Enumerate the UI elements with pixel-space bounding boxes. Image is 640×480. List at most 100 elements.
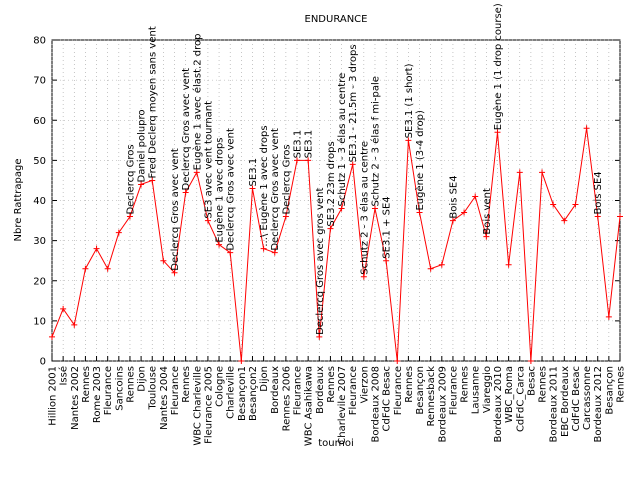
x-tick-label: CdFdC_Carca — [515, 366, 526, 432]
data-point — [160, 257, 167, 264]
data-point — [516, 169, 523, 176]
data-point — [71, 321, 78, 328]
annotation: Eugène 1 (3-4 drop) — [414, 110, 426, 210]
data-point — [572, 201, 579, 208]
annotation: Eugène 1 avec élast.2 drop — [191, 34, 203, 171]
x-tick-label: Bordeaux 2009 — [437, 366, 448, 442]
x-tick-label: Vierzon — [359, 366, 370, 403]
data-point — [282, 213, 289, 220]
annotation: SE3.1 + SE4 — [382, 196, 393, 258]
y-tick-label: 50 — [33, 156, 46, 167]
annotation: Schutz 2 - 3 élas f mi-pale — [369, 76, 381, 206]
data-point — [349, 161, 356, 168]
annotation: Bois SE4 — [593, 171, 604, 214]
data-point — [93, 245, 100, 252]
annotation: Fred Declerq moyen sans vent — [148, 26, 159, 178]
data-point — [461, 209, 468, 216]
annotation: Declercq Gros — [281, 144, 292, 214]
annotation: SE3.1 — [293, 130, 304, 159]
data-point — [126, 213, 133, 220]
data-point — [338, 205, 345, 212]
data-point — [182, 189, 189, 196]
data-line — [51, 128, 621, 362]
x-tick-label: Cologne — [215, 366, 226, 407]
data-point — [49, 333, 55, 340]
data-point — [505, 261, 512, 268]
chart-title: ENDURANCE — [305, 14, 368, 25]
x-tick-label: CdFdC Besac — [571, 366, 582, 431]
data-point — [383, 257, 390, 264]
x-tick-label: Issé — [58, 366, 70, 386]
data-point — [227, 249, 234, 256]
y-tick-label: 30 — [33, 236, 46, 247]
data-point — [360, 273, 367, 280]
x-tick-label: Fleurance — [393, 366, 404, 415]
data-point — [171, 269, 178, 276]
x-tick-label: Fleurance 2005 — [203, 366, 214, 444]
data-point — [104, 265, 111, 272]
x-tick-label: Hillion 2001 — [48, 366, 59, 426]
x-tick-label: Charlevile 2007 — [337, 366, 348, 445]
x-tick-label: Rennesback — [426, 366, 437, 427]
data-point — [416, 209, 423, 216]
data-point — [605, 313, 612, 320]
x-tick-label: Fleurance — [293, 366, 304, 415]
data-point — [405, 137, 412, 144]
data-point — [583, 125, 590, 132]
x-tick-label: Viareggio — [482, 366, 493, 413]
data-point — [60, 305, 67, 312]
data-point — [305, 157, 312, 164]
x-tick-label: Fleurance — [348, 366, 359, 415]
y-tick-label: 20 — [33, 276, 46, 287]
x-tick-label: Besançon1 — [237, 366, 248, 421]
data-point — [138, 181, 145, 188]
x-tick-label: Bordeaux — [270, 366, 281, 414]
x-tick-label: Bordeaux 2010 — [493, 366, 504, 442]
x-tick-label: Nantes 2002 — [70, 366, 81, 430]
data-point — [483, 233, 490, 240]
x-tick-label: Rennes — [81, 366, 92, 403]
data-point — [427, 265, 434, 272]
annotation: SE3.1 - 21.5m - 3 drops — [348, 44, 359, 162]
data-point — [193, 169, 200, 176]
x-tick-label: WBC Asahikawa — [304, 366, 315, 446]
x-tick-label: Rennes — [460, 366, 471, 403]
x-tick-label: Fleurance — [103, 366, 114, 415]
annotation: SE3.1 — [248, 158, 259, 187]
y-tick-label: 10 — [33, 316, 46, 327]
x-tick-label: Bordeaux 2012 — [593, 366, 604, 442]
data-point — [438, 261, 445, 268]
annotation: ...\ Eugène 1 avec drops — [258, 125, 270, 246]
annotation: Eugène 1 avec drops — [214, 137, 226, 242]
data-point — [260, 245, 267, 252]
annotation: Declercq Gros — [125, 144, 136, 214]
annotation: Declercq Gros avec vent — [226, 128, 237, 251]
x-tick-label: Besançon2 — [248, 366, 259, 421]
x-tick-label: Besançon — [604, 366, 615, 415]
data-point — [204, 217, 211, 224]
x-tick-label: Nantes 2004 — [159, 366, 170, 430]
annotation: Daniel polupro — [137, 109, 148, 182]
x-tick-label: Charleville — [226, 366, 237, 419]
annotation: Declercq Gros avec vent — [170, 148, 181, 271]
data-point — [149, 177, 156, 184]
data-point — [371, 205, 378, 212]
x-tick-label: Rennes — [181, 366, 192, 403]
x-tick-label: Fleurance — [448, 366, 459, 415]
data-point — [294, 157, 301, 164]
annotation: Schutz 2 - 3 élas au centre — [358, 141, 370, 275]
y-tick-label: 60 — [33, 116, 46, 127]
x-tick-label: EBC Bordeaux — [560, 366, 571, 437]
data-point — [594, 213, 601, 220]
annotation: Eugène 1 (1 drop course) — [492, 3, 504, 130]
y-tick-label: 0 — [40, 357, 46, 368]
data-point — [249, 185, 256, 192]
y-tick-label: 70 — [33, 76, 46, 87]
y-tick-label: 80 — [33, 36, 46, 47]
annotation: Declercq Gros avec vent — [270, 128, 281, 251]
data-point — [216, 241, 223, 248]
x-tick-label: Dijon — [137, 366, 148, 392]
x-tick-label: CdFdC Besac — [382, 366, 393, 431]
x-tick-label: Rome 2003 — [92, 366, 103, 423]
data-point — [271, 249, 278, 256]
